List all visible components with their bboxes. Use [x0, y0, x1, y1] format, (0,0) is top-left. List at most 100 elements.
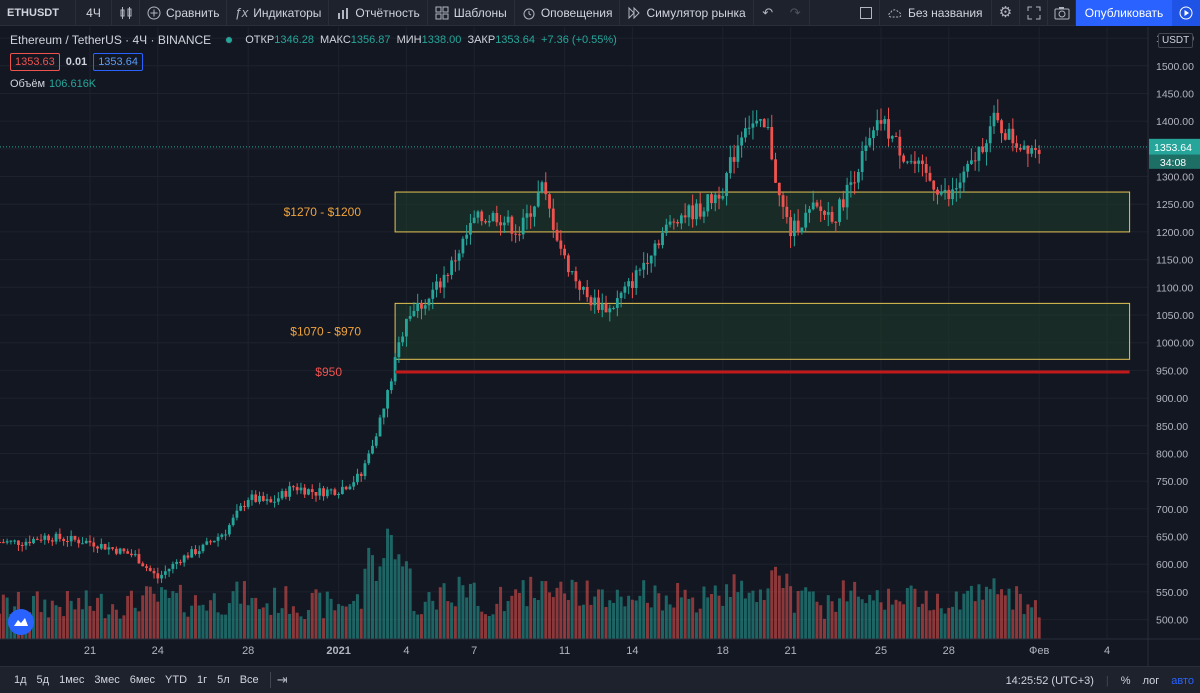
candle-body: [672, 221, 676, 223]
financials-button[interactable]: Отчётность: [329, 0, 428, 26]
range-button[interactable]: 1мес: [59, 674, 85, 686]
tradingview-logo[interactable]: [8, 609, 34, 635]
candle-body: [1015, 143, 1018, 148]
auto-toggle[interactable]: авто: [1171, 674, 1194, 687]
volume-bar: [612, 602, 616, 639]
volume-bar: [721, 605, 725, 639]
candle-body: [548, 194, 551, 209]
candle-body: [163, 571, 167, 575]
candle-body: [288, 486, 292, 497]
candle-body: [721, 196, 725, 199]
indicators-button[interactable]: ƒx Индикаторы: [227, 0, 330, 26]
sell-button[interactable]: 1353.63: [10, 53, 60, 71]
range-button[interactable]: 5л: [217, 674, 230, 686]
volume-bar: [47, 617, 51, 639]
volume-bar: [887, 588, 891, 639]
volume-bar: [220, 614, 224, 639]
settings-button[interactable]: ⚙: [992, 0, 1020, 26]
candle-body: [679, 215, 683, 224]
time-tick-label: 11: [559, 645, 570, 657]
price-axis[interactable]: [1148, 27, 1200, 666]
volume-bar: [758, 589, 762, 639]
range-button[interactable]: 3мес: [94, 674, 120, 686]
candle-body: [894, 136, 898, 138]
range-button[interactable]: 1д: [14, 674, 27, 686]
candle-body: [518, 234, 521, 236]
snapshot-button[interactable]: [1048, 0, 1076, 26]
candle-body: [133, 554, 137, 556]
candle-body: [412, 310, 416, 317]
volume-bar: [740, 580, 744, 639]
gear-icon: ⚙: [998, 4, 1013, 21]
candle-body: [66, 540, 69, 542]
volume-bar: [171, 591, 175, 639]
price-zone[interactable]: [394, 302, 1131, 360]
publish-button[interactable]: Опубликовать: [1076, 0, 1172, 26]
layout-name-button[interactable]: Без названия: [880, 0, 992, 26]
volume-bar: [536, 599, 540, 639]
volume-bar: [781, 587, 785, 639]
candle-body: [77, 539, 81, 544]
candle-body: [484, 221, 487, 223]
fullscreen-button[interactable]: [1020, 0, 1048, 26]
candle-body: [1000, 120, 1003, 134]
volume-bar: [1026, 604, 1030, 639]
range-button[interactable]: 5д: [36, 674, 50, 686]
candle-body: [310, 489, 314, 492]
candle-body: [849, 182, 853, 185]
layout-button[interactable]: [852, 0, 880, 26]
candle-body: [487, 220, 491, 223]
price-zone[interactable]: [394, 191, 1131, 233]
candle-body: [197, 551, 201, 555]
volume-bar: [419, 614, 423, 639]
candle-body: [612, 307, 615, 309]
candle-body: [480, 211, 484, 222]
interval-button[interactable]: 4Ч: [76, 0, 112, 26]
buy-button[interactable]: 1353.64: [93, 53, 143, 71]
range-button[interactable]: Все: [239, 674, 259, 686]
range-button[interactable]: YTD: [165, 674, 188, 686]
currency-tag[interactable]: USDT: [1158, 33, 1194, 48]
volume-bar: [807, 591, 811, 639]
volume-bar: [879, 602, 883, 639]
chart-area[interactable]: $1270 - $1200 $1070 - $970 $950 500.00 550.…: [0, 27, 1200, 666]
candle-body: [943, 189, 947, 192]
volume-bar: [122, 615, 126, 639]
candle-body: [555, 229, 559, 241]
volume-bar: [126, 595, 130, 639]
candle-body: [461, 238, 465, 254]
candle-body: [566, 255, 570, 273]
replay-button[interactable]: Симулятор рынка: [620, 0, 754, 26]
camera-icon: [1054, 6, 1069, 19]
candle-body: [148, 567, 152, 571]
alerts-button[interactable]: Оповещения: [515, 0, 621, 26]
chart-type-button[interactable]: [112, 0, 140, 26]
volume-bar: [129, 590, 133, 639]
candle-body: [536, 192, 540, 207]
volume-bar: [156, 601, 160, 639]
volume-bar: [209, 600, 213, 639]
compare-button[interactable]: Сравнить: [140, 0, 228, 26]
change-value: +7.36 (+0.55%): [541, 34, 617, 46]
templates-button[interactable]: Шаблоны: [428, 0, 515, 26]
range-button[interactable]: 6мес: [129, 674, 156, 686]
goto-date-icon[interactable]: ⇥: [276, 672, 288, 687]
price-tick-label: 1150.00: [1156, 255, 1193, 267]
price-chart[interactable]: $1270 - $1200 $1070 - $970 $950 500.00 550.…: [0, 27, 1200, 666]
volume-bar: [917, 606, 921, 639]
time-tick-label: 21: [84, 645, 96, 657]
candle-body: [205, 541, 209, 545]
candle-body: [141, 563, 145, 567]
undo-button[interactable]: ↶: [754, 0, 782, 26]
percent-toggle[interactable]: %: [1120, 674, 1131, 687]
publish-dropdown-button[interactable]: [1172, 0, 1200, 26]
clock-label[interactable]: 14:25:52 (UTC+3): [1005, 674, 1094, 687]
candle-body: [909, 161, 913, 163]
volume-bar: [145, 586, 148, 639]
log-toggle[interactable]: лог: [1142, 674, 1160, 687]
volume-bar: [706, 597, 710, 639]
redo-button[interactable]: ↷: [782, 0, 810, 26]
range-button[interactable]: 1г: [197, 674, 208, 686]
symbol-search[interactable]: ETHUSDT: [0, 0, 76, 26]
volume-bar: [333, 610, 337, 639]
